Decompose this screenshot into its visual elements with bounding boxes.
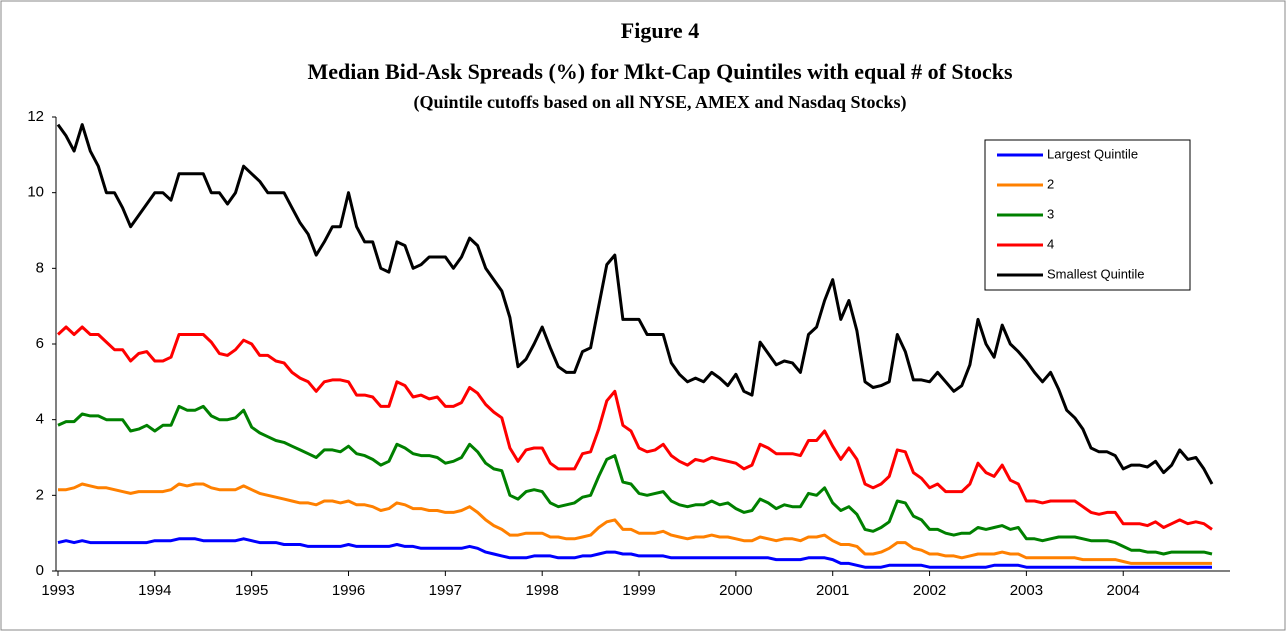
series-line	[58, 482, 1212, 565]
y-tick-label: 12	[27, 108, 44, 125]
y-tick-label: 6	[36, 335, 44, 352]
x-tick-label: 1993	[41, 582, 74, 599]
figure-label: Figure 4	[621, 18, 699, 43]
legend-label: Largest Quintile	[1047, 146, 1138, 161]
y-tick-label: 4	[36, 411, 44, 428]
y-tick-label: 0	[36, 562, 44, 579]
legend-label: 2	[1047, 176, 1054, 191]
x-tick-label: 2002	[913, 582, 946, 599]
series-line	[57, 537, 1212, 569]
x-tick-label: 2001	[816, 582, 849, 599]
series-line	[57, 404, 1213, 556]
chart-subtitle: (Quintile cutoffs based on all NYSE, AME…	[413, 92, 906, 113]
x-tick-label: 1999	[622, 582, 655, 599]
chart-title: Median Bid-Ask Spreads (%) for Mkt-Cap Q…	[307, 59, 1013, 84]
x-tick-label: 2000	[719, 582, 752, 599]
x-tick-label: 1995	[235, 582, 268, 599]
legend-label: 4	[1047, 236, 1054, 251]
series-line	[56, 123, 1214, 485]
y-tick-label: 2	[36, 486, 44, 503]
x-tick-label: 2004	[1107, 582, 1140, 599]
y-tick-label: 10	[27, 184, 44, 201]
x-tick-label: 2003	[1010, 582, 1043, 599]
x-tick-label: 1996	[332, 582, 365, 599]
legend-label: Smallest Quintile	[1047, 266, 1145, 281]
x-tick-label: 1998	[526, 582, 559, 599]
x-tick-label: 1994	[138, 582, 171, 599]
series-line	[56, 325, 1213, 531]
legend-label: 3	[1047, 206, 1054, 221]
x-tick-label: 1997	[429, 582, 462, 599]
y-tick-label: 8	[36, 259, 44, 276]
